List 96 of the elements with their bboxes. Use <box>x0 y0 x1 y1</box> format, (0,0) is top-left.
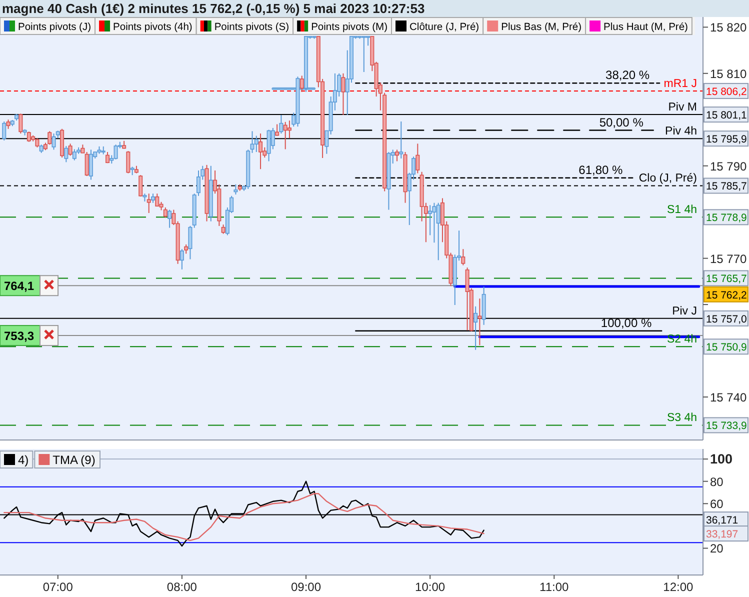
x-tick-label: 12:00 <box>663 580 694 594</box>
ref-line-label: Piv M <box>668 102 697 114</box>
candlestick <box>84 151 89 177</box>
ref-line-label: Piv 4h <box>665 126 697 138</box>
y-tick-label: 80 <box>710 474 724 489</box>
annotation: 15 733,9 <box>706 420 748 432</box>
ref-line-label: mR1 J <box>664 78 697 90</box>
annotation: 15 757,0 <box>706 313 748 326</box>
candlestick <box>146 193 151 214</box>
y-tick-label: 15 740 <box>710 390 748 405</box>
candlestick <box>138 174 143 197</box>
candlestick <box>279 114 284 134</box>
annotation: 764,1 <box>4 279 34 294</box>
y-tick-label: 100 <box>710 452 733 467</box>
annotation: 15 801,1 <box>706 110 748 122</box>
x-tick-label: 07:00 <box>42 580 74 594</box>
candlestick <box>114 144 118 160</box>
candlestick <box>362 36 366 73</box>
x-tick-label: 10:00 <box>415 580 446 594</box>
candlestick <box>151 193 156 204</box>
annotation: 15 750,9 <box>706 342 748 354</box>
y-tick-label: 15 810 <box>710 66 748 81</box>
candlestick <box>465 267 470 331</box>
text: 33,197 <box>706 528 738 541</box>
candlestick <box>88 149 93 180</box>
candlestick <box>436 202 440 261</box>
annotation: Points pivots (4h) <box>113 22 192 33</box>
candlestick <box>266 129 271 162</box>
candlestick <box>258 133 263 170</box>
candlestick <box>394 149 399 162</box>
candlestick <box>155 193 160 208</box>
series-label: 61,80 % <box>578 162 624 177</box>
candlestick <box>64 145 68 163</box>
candlestick <box>6 119 10 130</box>
ref-line-label: Piv J <box>672 305 697 318</box>
annotation: Points pivots (J) <box>18 22 92 33</box>
candlestick <box>474 306 478 350</box>
candlestick <box>35 138 40 148</box>
annotation: 15 795,9 <box>706 134 748 146</box>
candlestick <box>432 202 436 244</box>
annotation: Plus Bas (M, Pré) <box>501 22 582 33</box>
legend-label: TMA (9) <box>52 453 96 467</box>
candlestick <box>18 113 23 134</box>
line-series <box>4 493 484 542</box>
candlestick <box>250 130 254 154</box>
annotation: 15 762,2 <box>706 289 748 302</box>
y-tick-label: 15 770 <box>710 252 748 266</box>
chart-title: magne 40 Cash (1€) 2 minutes 15 762,2 (-0,15 %) 5 mai 2023 10:27:53 <box>2 1 425 16</box>
x-tick-label: 08:00 <box>166 580 198 594</box>
ref-line-label: Clo (J, Pré) <box>638 172 698 185</box>
candlestick <box>287 120 292 139</box>
annotation: 15 785,7 <box>706 180 748 193</box>
candlestick <box>126 150 130 174</box>
candlestick <box>283 121 288 150</box>
candlestick <box>399 120 404 159</box>
candlestick <box>275 124 280 136</box>
candlestick <box>300 75 304 92</box>
candlestick <box>26 131 31 142</box>
series-label: 50,00 % <box>599 115 644 130</box>
y-tick-label: 20 <box>710 542 724 556</box>
candlestick <box>234 184 238 196</box>
y-tick-label: 60 <box>710 497 724 512</box>
annotation: Plus Haut (M, Pré) <box>604 22 688 33</box>
candlestick <box>341 72 346 116</box>
candlestick <box>52 133 56 150</box>
candlestick <box>180 248 184 270</box>
candlestick <box>366 36 370 46</box>
candlestick <box>270 127 275 150</box>
candlestick <box>68 143 72 156</box>
annotation: Points pivots (M) <box>311 22 388 33</box>
annotation: 15 765,7 <box>706 273 748 286</box>
annotation: 753,3 <box>4 329 34 344</box>
legend-label: 4) <box>18 453 29 467</box>
candlestick <box>461 248 466 266</box>
candlestick <box>72 148 76 161</box>
candlestick <box>221 224 226 234</box>
candlestick <box>2 120 6 141</box>
series-label: 38,20 % <box>606 68 650 82</box>
candlestick <box>188 225 192 260</box>
y-tick-label: 15 820 <box>710 20 748 35</box>
x-tick-label: 09:00 <box>290 580 322 594</box>
ref-line-label: S3 4h <box>666 412 697 424</box>
annotation: 15 778,9 <box>706 212 748 224</box>
annotation: Clôture (J, Pré) <box>410 22 480 33</box>
candlestick <box>184 244 188 254</box>
annotation: Points pivots (S) <box>214 22 290 33</box>
text: 36,171 <box>706 514 738 527</box>
series-label: 100,00 % <box>600 316 652 330</box>
ref-line-label: S1 4h <box>666 204 697 216</box>
candlestick <box>478 298 482 346</box>
annotation: 15 806,2 <box>706 86 748 98</box>
candlestick <box>416 143 420 174</box>
candlestick <box>254 135 258 152</box>
candlestick <box>168 209 172 228</box>
x-tick-label: 11:00 <box>540 580 570 594</box>
y-tick-label: 15 790 <box>710 159 748 174</box>
